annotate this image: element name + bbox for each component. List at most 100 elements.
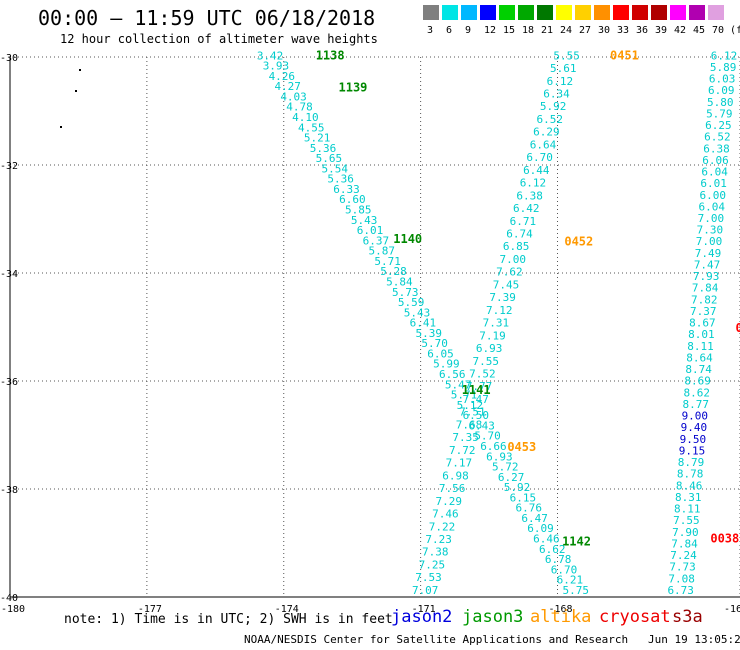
pass-time-label: 1139: [339, 81, 368, 95]
legend-item-altika: altika: [530, 607, 592, 627]
swh-value-jason3: 5.28: [380, 265, 407, 278]
swh-value-altika: 7.77: [466, 380, 493, 393]
y-tick-label: -38: [0, 485, 18, 496]
swh-value-cryosat: 5.79: [706, 107, 733, 120]
swh-value-jason3: 5.59: [398, 296, 425, 309]
swh-value-altika: 6.12: [547, 75, 574, 88]
swh-value-cryosat: 6.01: [700, 177, 727, 190]
swh-value-cryosat: 6.38: [703, 142, 730, 155]
x-tick-label: -174: [275, 604, 299, 615]
swh-value-cryosat: 8.77: [683, 398, 710, 411]
x-tick-label: -16: [724, 604, 740, 615]
swh-value-cryosat: 9.50: [680, 433, 707, 446]
swh-value-altika: 5.55: [553, 49, 580, 62]
swh-value-jason3: 6.78: [545, 553, 572, 566]
scale-label: 24: [560, 25, 573, 36]
swh-value-cryosat: 6.04: [699, 200, 726, 213]
pass-time-label: 1138: [316, 48, 345, 62]
island-dot: [75, 90, 77, 92]
chart-title: 00:00 — 11:59 UTC 06/18/2018: [38, 6, 376, 30]
swh-value-jason3: 5.36: [310, 142, 337, 155]
legend-item-s3a: s3a: [672, 607, 703, 627]
swh-value-cryosat: 9.15: [679, 444, 706, 457]
scale-label: 18: [522, 25, 535, 36]
swh-value-cryosat: 5.89: [710, 61, 737, 74]
swh-value-cryosat: 7.82: [691, 293, 718, 306]
swh-value-altika: 6.64: [530, 138, 557, 151]
swh-value-jason3: 5.70: [421, 337, 448, 350]
swh-value-jason3: 5.43: [351, 214, 378, 227]
swh-value-cryosat: 8.01: [688, 328, 715, 341]
swh-value-jason3: 5.72: [492, 461, 519, 474]
swh-value-altika: 7.51: [459, 406, 486, 419]
swh-value-jason3: 6.05: [427, 347, 454, 360]
swh-value-cryosat: 6.06: [702, 154, 729, 167]
swh-value-jason3: 5.65: [316, 152, 343, 165]
swh-value-altika: 6.98: [442, 469, 469, 482]
swh-value-altika: 6.38: [516, 189, 543, 202]
swh-value-altika: 7.53: [415, 571, 442, 584]
scale-swatch: [461, 5, 477, 20]
swh-value-cryosat: 8.79: [678, 456, 705, 469]
swh-value-cryosat: 8.11: [674, 503, 701, 516]
swh-value-altika: 7.38: [422, 546, 449, 559]
swh-value-altika: 6.44: [523, 164, 550, 177]
scale-swatch: [708, 5, 724, 20]
swh-value-cryosat: 7.08: [668, 572, 695, 585]
x-tick-label: -177: [138, 604, 162, 615]
scale-swatch: [670, 5, 686, 20]
swh-value-jason3: 5.36: [327, 173, 354, 186]
swh-value-jason3: 6.43: [468, 419, 495, 432]
scale-swatch: [423, 5, 439, 20]
swh-value-cryosat: 7.24: [670, 549, 697, 562]
swh-value-jason3: 3.93: [263, 60, 290, 73]
scale-label: 12: [484, 25, 497, 36]
swh-value-cryosat: 8.64: [686, 351, 713, 364]
x-tick-label: -171: [412, 604, 436, 615]
scale-swatch: [499, 5, 515, 20]
swh-value-jason3: 6.70: [551, 563, 578, 576]
swh-value-jason3: 5.99: [433, 358, 460, 371]
swh-value-cryosat: 7.30: [697, 224, 724, 237]
swh-value-cryosat: 6.09: [708, 84, 735, 97]
scale-label: 6: [446, 25, 453, 36]
swh-value-altika: 6.12: [520, 177, 547, 190]
swh-value-cryosat: 7.37: [690, 305, 717, 318]
swh-value-cryosat: 7.73: [669, 561, 696, 574]
scale-label: 30: [598, 25, 611, 36]
island-dot: [60, 126, 62, 128]
swh-value-cryosat: 6.04: [701, 166, 728, 179]
swh-value-altika: 6.74: [506, 228, 533, 241]
swh-value-jason3: 6.27: [498, 471, 525, 484]
pass-time-label: 0452: [564, 235, 593, 249]
swh-value-jason3: 6.66: [480, 440, 507, 453]
swh-value-jason3: 5.70: [474, 430, 501, 443]
swh-value-altika: 7.72: [449, 444, 476, 457]
swh-value-altika: 5.92: [540, 100, 567, 113]
swh-value-altika: 7.00: [499, 253, 526, 266]
scale-label: 70 (ft): [712, 25, 740, 36]
island-dot: [79, 69, 81, 71]
scale-label: 33: [617, 25, 630, 36]
swh-value-jason3: 5.39: [416, 327, 443, 340]
y-tick-label: -30: [0, 53, 18, 64]
swh-value-jason3: 4.27: [274, 80, 301, 93]
swh-value-cryosat: 7.55: [673, 514, 700, 527]
scale-label: 27: [579, 25, 592, 36]
swh-value-cryosat: 9.00: [682, 410, 709, 423]
swh-value-jason3: 3.42: [257, 49, 284, 62]
scale-label: 45: [693, 25, 706, 36]
swh-value-cryosat: 8.31: [675, 491, 702, 504]
swh-value-altika: 7.19: [479, 329, 506, 342]
swh-value-cryosat: 8.46: [676, 479, 703, 492]
scale-label: 9: [465, 25, 472, 36]
swh-value-jason3: 4.78: [286, 101, 313, 114]
swh-value-jason3: 6.60: [339, 193, 366, 206]
swh-value-jason3: 6.15: [510, 491, 537, 504]
swh-value-jason3: 6.93: [486, 450, 513, 463]
units-note: note: 1) Time is in UTC; 2) SWH is in fe…: [64, 612, 393, 627]
swh-value-cryosat: 7.93: [693, 270, 720, 283]
swh-value-altika: 7.45: [493, 278, 520, 291]
